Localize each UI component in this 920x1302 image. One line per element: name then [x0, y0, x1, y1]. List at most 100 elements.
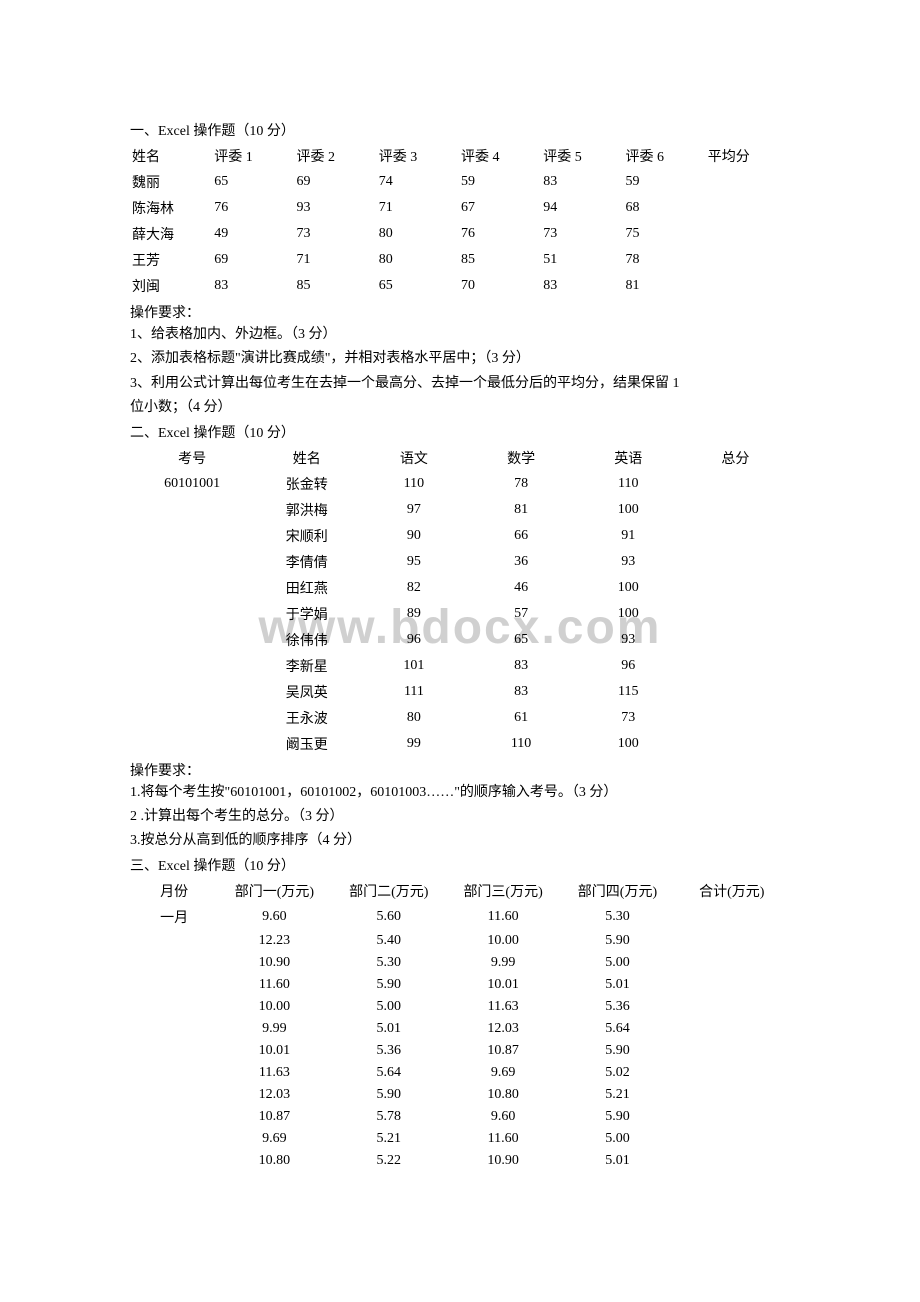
cell: 5.36 [561, 997, 673, 1017]
cell [676, 931, 788, 951]
table-row: 60101001张金转11078110 [132, 472, 788, 496]
cell: 10.80 [218, 1151, 330, 1171]
cell [683, 576, 788, 600]
cell: 83 [543, 274, 623, 298]
cell: 12.23 [218, 931, 330, 951]
cell: 100 [576, 576, 681, 600]
cell: 一月 [132, 905, 216, 929]
table-row: 魏丽656974598359 [132, 170, 788, 194]
cell: 67 [461, 196, 541, 220]
cell: 49 [214, 222, 294, 246]
table2-header-cell: 考号 [132, 446, 252, 470]
cell: 93 [297, 196, 377, 220]
table-row: 徐伟伟966593 [132, 628, 788, 652]
cell: 5.30 [561, 905, 673, 929]
cell: 70 [461, 274, 541, 298]
table2-header-cell: 语文 [361, 446, 466, 470]
table-row: 11.635.649.695.02 [132, 1063, 788, 1083]
table-row: 薛大海497380767375 [132, 222, 788, 246]
section2-title: 二、Excel 操作题（10 分） [130, 422, 790, 442]
table3-header-row: 月份 部门一(万元) 部门二(万元) 部门三(万元) 部门四(万元) 合计(万元… [132, 879, 788, 903]
cell: 5.90 [561, 1107, 673, 1127]
cell: 83 [214, 274, 294, 298]
table-row: 阚玉更99110100 [132, 732, 788, 756]
section1-title: 一、Excel 操作题（10 分） [130, 120, 790, 140]
cell: 81 [626, 274, 706, 298]
table-row: 王永波806173 [132, 706, 788, 730]
cell: 110 [469, 732, 574, 756]
cell [132, 654, 252, 678]
cell: 65 [214, 170, 294, 194]
cell [676, 905, 788, 929]
cell: 11.60 [447, 1129, 559, 1149]
req-line: 3.按总分从高到低的顺序排序（4 分） [130, 830, 790, 852]
cell [683, 602, 788, 626]
table3-header-cell: 部门三(万元) [447, 879, 559, 903]
table3-header-cell: 合计(万元) [676, 879, 788, 903]
cell: 110 [576, 472, 681, 496]
table-row: 于学娟8957100 [132, 602, 788, 626]
cell [132, 1151, 216, 1171]
cell [683, 680, 788, 704]
cell: 101 [361, 654, 466, 678]
cell: 99 [361, 732, 466, 756]
cell: 10.00 [447, 931, 559, 951]
cell: 80 [361, 706, 466, 730]
cell: 75 [626, 222, 706, 246]
cell: 83 [543, 170, 623, 194]
cell: 5.01 [333, 1019, 445, 1039]
cell [683, 524, 788, 548]
table3-header-cell: 部门二(万元) [333, 879, 445, 903]
req-line: 2 .计算出每个考生的总分。（3 分） [130, 806, 790, 828]
cell: 65 [379, 274, 459, 298]
cell: 陈海林 [132, 196, 212, 220]
cell: 5.21 [333, 1129, 445, 1149]
table1-header-cell: 评委 1 [214, 144, 294, 168]
cell [683, 472, 788, 496]
table-row: 10.005.0011.635.36 [132, 997, 788, 1017]
cell: 61 [469, 706, 574, 730]
cell [683, 706, 788, 730]
cell: 73 [297, 222, 377, 246]
table1-header-row: 姓名 评委 1 评委 2 评委 3 评委 4 评委 5 评委 6 平均分 [132, 144, 788, 168]
req-line: 3、利用公式计算出每位考生在去掉一个最高分、去掉一个最低分后的平均分，结果保留 … [130, 373, 790, 395]
cell: 100 [576, 732, 681, 756]
table-row: 郭洪梅9781100 [132, 498, 788, 522]
cell: 94 [543, 196, 623, 220]
cell [132, 602, 252, 626]
table-row: 吴凤英11183115 [132, 680, 788, 704]
cell [132, 975, 216, 995]
cell: 薛大海 [132, 222, 212, 246]
cell: 85 [461, 248, 541, 272]
cell: 阚玉更 [254, 732, 359, 756]
table-row: 刘闽838565708381 [132, 274, 788, 298]
cell [132, 1085, 216, 1105]
cell: 5.36 [333, 1041, 445, 1061]
table-row: 陈海林769371679468 [132, 196, 788, 220]
cell [132, 576, 252, 600]
table2-header-cell: 姓名 [254, 446, 359, 470]
cell: 刘闽 [132, 274, 212, 298]
cell [708, 248, 788, 272]
cell: 83 [469, 654, 574, 678]
cell: 9.69 [218, 1129, 330, 1149]
cell: 10.90 [218, 953, 330, 973]
cell: 9.69 [447, 1063, 559, 1083]
cell: 王芳 [132, 248, 212, 272]
cell: 李新星 [254, 654, 359, 678]
cell: 李倩倩 [254, 550, 359, 574]
table2-header-cell: 英语 [576, 446, 681, 470]
cell [708, 170, 788, 194]
cell: 5.00 [561, 953, 673, 973]
cell: 93 [576, 628, 681, 652]
table-row: 田红燕8246100 [132, 576, 788, 600]
cell: 83 [469, 680, 574, 704]
cell: 5.00 [561, 1129, 673, 1149]
cell: 96 [361, 628, 466, 652]
cell: 12.03 [218, 1085, 330, 1105]
cell [708, 274, 788, 298]
cell: 5.02 [561, 1063, 673, 1083]
cell: 59 [461, 170, 541, 194]
cell: 9.99 [218, 1019, 330, 1039]
cell: 5.00 [333, 997, 445, 1017]
